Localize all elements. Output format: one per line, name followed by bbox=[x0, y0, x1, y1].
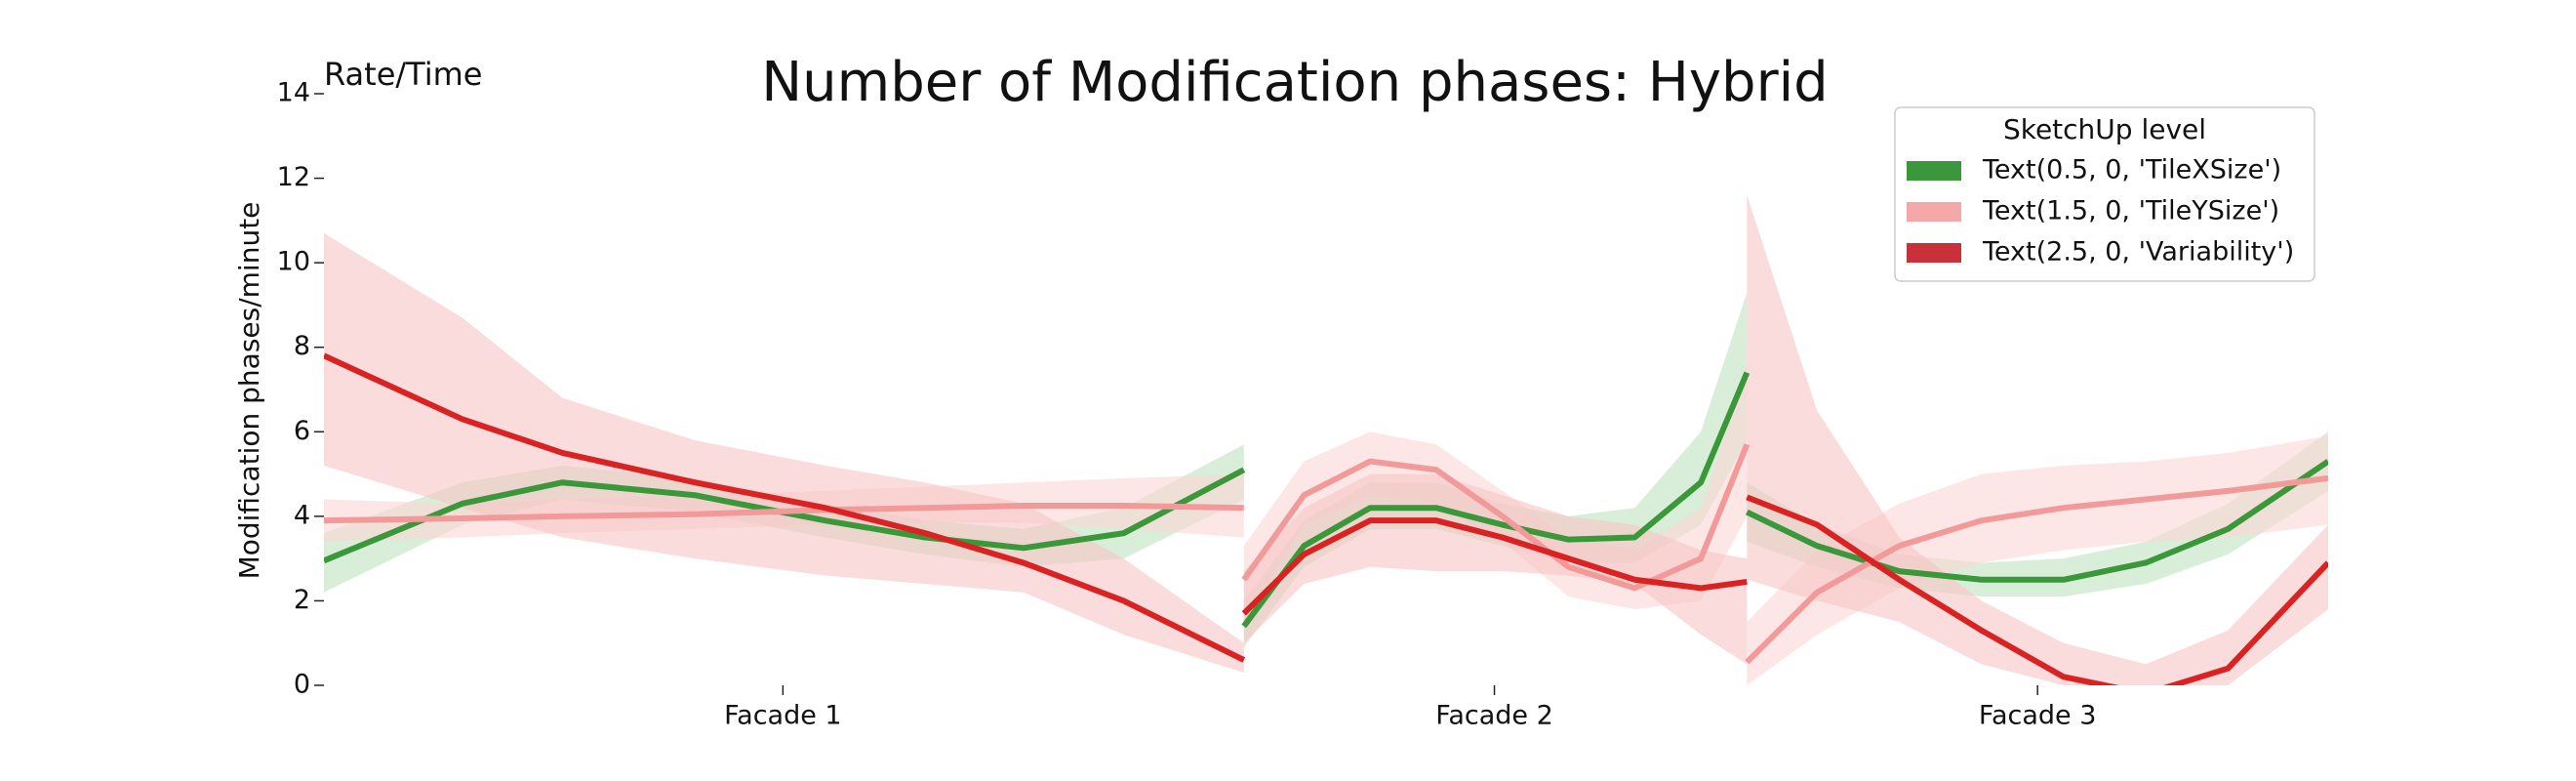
y-tick-label: 6 bbox=[294, 416, 310, 446]
line bbox=[1746, 494, 2328, 685]
legend-label: Text(2.5, 0, 'Variability') bbox=[1982, 237, 2294, 267]
y-tick-label: 8 bbox=[294, 331, 310, 361]
y-tick-label: 4 bbox=[294, 500, 310, 530]
line bbox=[1746, 459, 2328, 583]
line bbox=[1241, 517, 1748, 616]
legend-swatch bbox=[1907, 202, 1961, 222]
line bbox=[324, 352, 1246, 663]
legend-box bbox=[1894, 106, 2315, 282]
y-tick-label: 0 bbox=[294, 670, 310, 700]
legend-label: Text(1.5, 0, 'TileYSize') bbox=[1982, 196, 2279, 226]
y-axis-label: Modification phases/minute bbox=[233, 202, 265, 580]
legend-swatch bbox=[1907, 243, 1961, 263]
confidence-band bbox=[1747, 194, 2328, 685]
x-tick-label: Facade 3 bbox=[1979, 701, 2097, 731]
x-tick-label: Facade 2 bbox=[1435, 701, 1553, 731]
lines bbox=[324, 352, 2328, 685]
line bbox=[1241, 371, 1751, 629]
y-tick-label: 14 bbox=[277, 78, 310, 108]
legend-swatch bbox=[1907, 161, 1961, 181]
chart-title: Number of Modification phases: Hybrid bbox=[761, 51, 1828, 114]
y-tick-label: 12 bbox=[277, 162, 310, 192]
y-tick-label: 10 bbox=[277, 247, 310, 277]
annotation: Rate/Time bbox=[324, 56, 482, 93]
confidence-band bbox=[324, 232, 1244, 674]
legend-title: SketchUp level bbox=[2003, 113, 2206, 145]
x-tick-label: Facade 1 bbox=[724, 701, 842, 731]
legend-label: Text(0.5, 0, 'TileXSize') bbox=[1982, 155, 2281, 185]
y-tick-label: 2 bbox=[294, 585, 310, 615]
line bbox=[1241, 443, 1751, 592]
line bbox=[324, 467, 1246, 564]
line bbox=[1745, 474, 2328, 665]
